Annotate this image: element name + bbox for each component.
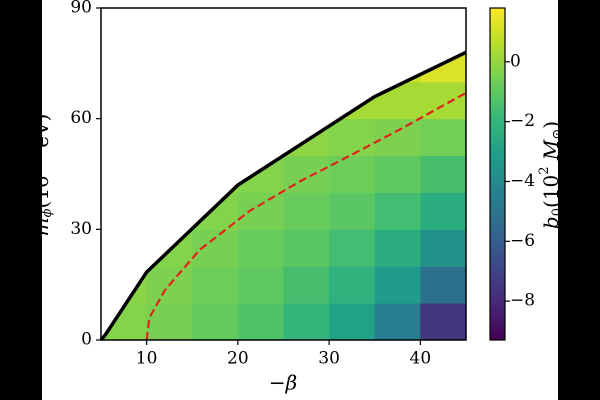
heatmap-cell [374,229,421,267]
heatmap-cell [374,192,421,230]
heatmap-cell [329,155,376,193]
heatmap-cell [374,155,421,193]
y-tick-label: 60 [70,108,92,128]
y-tick-label: 0 [81,330,92,350]
colorbar-label-part: ⊙ [550,129,565,140]
heatmap-cell [283,303,330,341]
heatmap-cell [420,266,466,304]
heatmap-cell [192,266,239,304]
plot-frame [100,7,467,341]
colorbar-label-part: b [539,216,563,229]
heatmap-cell [146,303,193,341]
y-label-part: (10 [29,175,53,208]
heatmap-cell [283,192,330,230]
y-label-part: −12 [27,148,42,175]
colorbar [489,7,506,341]
colorbar-label-part: 2 [537,166,552,174]
y-label-part: ϕ [40,208,55,217]
y-label-part: m [29,217,53,236]
colorbar-label: b0(102 M⊙) [537,121,565,229]
contour-line [145,91,467,341]
heatmap-cell [237,192,284,230]
heatmap-cell [329,229,376,267]
colorbar-label-part: 0 [550,208,565,216]
heatmap-cell [329,266,376,304]
colorbar-tick-label: −4 [510,171,535,191]
colorbar-tick-label: −2 [510,111,535,131]
heatmap-cell [283,229,330,267]
heatmap-cell [374,266,421,304]
heatmap-cell [237,229,284,267]
heatmap-cell [329,303,376,341]
y-label: mϕ(10−12eV) [27,114,55,237]
heatmap-cell [329,118,376,157]
heatmap-cell [374,118,421,157]
heatmap-cell [374,303,421,341]
x-tick-label: 10 [136,349,158,369]
y-tick-label: 90 [70,0,92,18]
heatmap-cell [420,118,466,157]
heatmap-cell [420,229,466,267]
heatmap-cell [420,155,466,193]
colorbar-tick-label: 0 [510,51,521,71]
heatmap-cell [237,266,284,304]
colorbar-label-part: M [539,139,563,166]
colorbar-tick-label: −6 [510,231,535,251]
x-tick-label: 40 [410,349,432,369]
heatmap-cell [192,229,239,267]
y-label-part: eV) [29,114,53,148]
y-tick-label: 30 [70,219,92,239]
x-label: −β [269,371,297,395]
heatmap-cell [192,303,239,341]
heatmap-cell [420,303,466,341]
colorbar-tick-label: −8 [510,291,535,311]
heatmap-cell [237,303,284,341]
x-tick-label: 20 [227,349,249,369]
colorbar-label-part: (10 [539,175,563,208]
heatmap-cell [329,192,376,230]
x-tick-label: 30 [318,349,340,369]
heatmap-cell [420,192,466,230]
boundary-line [99,50,467,342]
colorbar-label-part: ) [539,121,563,129]
heatmap-cell [283,266,330,304]
